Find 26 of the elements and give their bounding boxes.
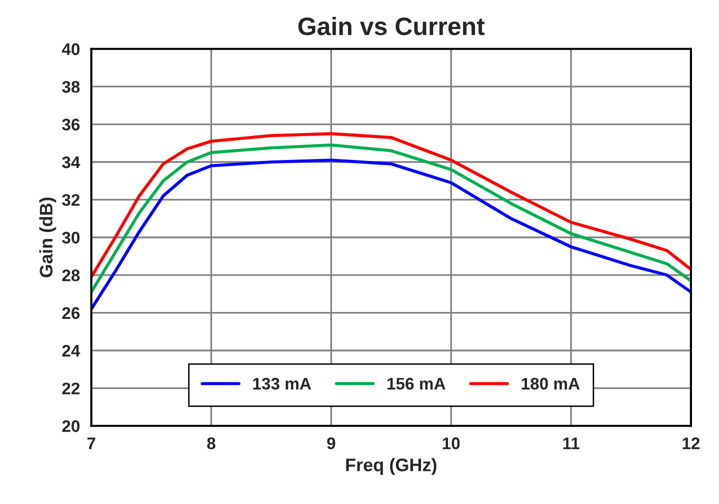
y-tick-label: 30	[62, 232, 80, 244]
legend-label: 133 mA	[253, 378, 312, 390]
x-tick-label: 8	[207, 437, 216, 450]
x-tick-label: 12	[682, 437, 700, 450]
y-tick-label: 28	[62, 269, 80, 282]
y-tick-label: 38	[62, 80, 80, 93]
y-tick-label: 36	[62, 118, 80, 131]
y-tick-label: 24	[62, 344, 80, 357]
y-axis-title: Gain (dB)	[39, 198, 56, 278]
legend-label: 180 mA	[522, 378, 580, 390]
line-series	[91, 158, 691, 311]
chart-title: Gain vs Current	[298, 16, 485, 36]
y-tick-label: 32	[62, 194, 80, 206]
line-series	[91, 132, 691, 278]
y-tick-label: 34	[62, 156, 80, 168]
legend-label: 156 mA	[388, 378, 446, 390]
x-tick-label: 10	[442, 437, 460, 450]
y-tick-label: 40	[62, 43, 80, 56]
x-tick-label: 11	[563, 438, 580, 450]
y-tick-label: 20	[62, 420, 80, 432]
x-axis-title: Freq (GHz)	[346, 458, 436, 475]
x-tick-label: 9	[327, 437, 336, 450]
x-tick-label: 7	[87, 438, 96, 450]
y-tick-label: 26	[62, 307, 80, 319]
line-series	[91, 143, 691, 294]
y-tick-label: 22	[62, 382, 80, 394]
